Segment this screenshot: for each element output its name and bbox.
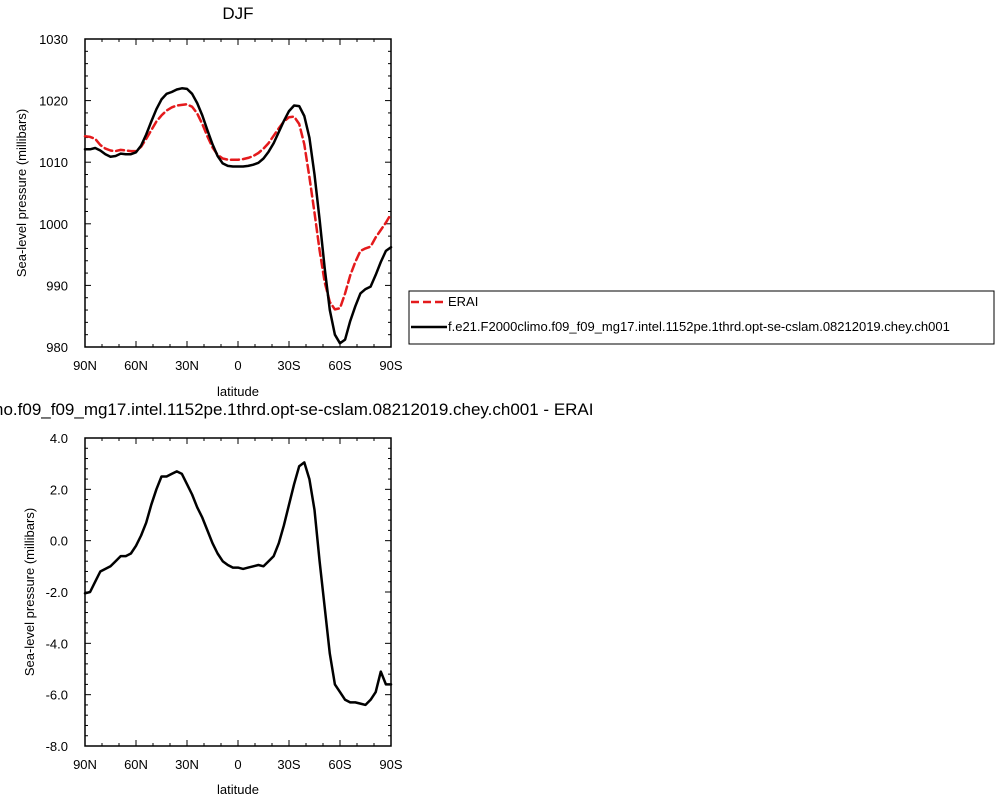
bottom-chart-title: f.e21.F2000climo.f09_f09_mg17.intel.1152… xyxy=(0,400,593,419)
top-x-tick-label: 30N xyxy=(175,358,199,373)
bottom-y-tick-label: -4.0 xyxy=(46,636,68,651)
bottom-y-tick-label: 0.0 xyxy=(50,534,68,549)
top-y-tick-label: 1010 xyxy=(39,155,68,170)
bottom-x-tick-label: 30N xyxy=(175,757,199,772)
top-series-line-0 xyxy=(83,103,393,311)
bottom-y-tick-label: -2.0 xyxy=(46,585,68,600)
top-y-tick-label: 1020 xyxy=(39,94,68,109)
bottom-chart-ylabel: Sea-level pressure (millibars) xyxy=(22,508,37,676)
top-chart-xlabel: latitude xyxy=(217,384,259,399)
bottom-series-line-0 xyxy=(83,461,393,707)
top-x-tick-label: 0 xyxy=(234,358,241,373)
top-x-tick-label: 90S xyxy=(379,358,402,373)
bottom-y-tick-label: 4.0 xyxy=(50,431,68,446)
bottom-y-tick-label: 2.0 xyxy=(50,482,68,497)
bottom-chart-xlabel: latitude xyxy=(217,782,259,797)
bottom-x-tick-label: 90N xyxy=(73,757,97,772)
top-x-tick-label: 30S xyxy=(277,358,300,373)
bottom-x-tick-label: 30S xyxy=(277,757,300,772)
top-x-tick-label: 60S xyxy=(328,358,351,373)
bottom-x-tick-label: 90S xyxy=(379,757,402,772)
top-y-tick-label: 990 xyxy=(46,278,68,293)
top-y-tick-label: 980 xyxy=(46,340,68,355)
legend-box xyxy=(408,290,995,345)
top-series-line-1 xyxy=(83,87,393,345)
bottom-x-tick-label: 60N xyxy=(124,757,148,772)
top-x-tick-label: 90N xyxy=(73,358,97,373)
bottom-x-tick-label: 0 xyxy=(234,757,241,772)
top-chart-title: DJF xyxy=(222,4,253,23)
top-chart-plot-area: 90N 60N 30N 0 30S 60S 90S 980 990 1000 1010 1020 103… xyxy=(39,32,403,373)
legend-model-label: f.e21.F2000climo.f09_f09_mg17.intel.1152… xyxy=(448,319,950,334)
bottom-chart: f.e21.F2000climo.f09_f09_mg17.intel.1152… xyxy=(0,400,593,797)
legend: ERAI f.e21.F2000climo.f09_f09_mg17.intel… xyxy=(408,290,995,345)
top-y-tick-label: 1030 xyxy=(39,32,68,47)
bottom-y-tick-label: -6.0 xyxy=(46,688,68,703)
top-chart: DJF Sea-level pressure (millibars) latit… xyxy=(14,4,403,399)
legend-erai-label: ERAI xyxy=(448,294,478,309)
bottom-y-tick-label: -8.0 xyxy=(46,739,68,754)
bottom-chart-plot-area: 90N 60N 30N 0 30S 60S 90S -8.0 -6.0 -4.0 -2.0 0.0 2.… xyxy=(46,431,403,772)
top-chart-ylabel: Sea-level pressure (millibars) xyxy=(14,109,29,277)
top-x-tick-label: 60N xyxy=(124,358,148,373)
top-y-tick-label: 1000 xyxy=(39,217,68,232)
top-plot-frame xyxy=(84,38,392,348)
bottom-x-tick-label: 60S xyxy=(328,757,351,772)
